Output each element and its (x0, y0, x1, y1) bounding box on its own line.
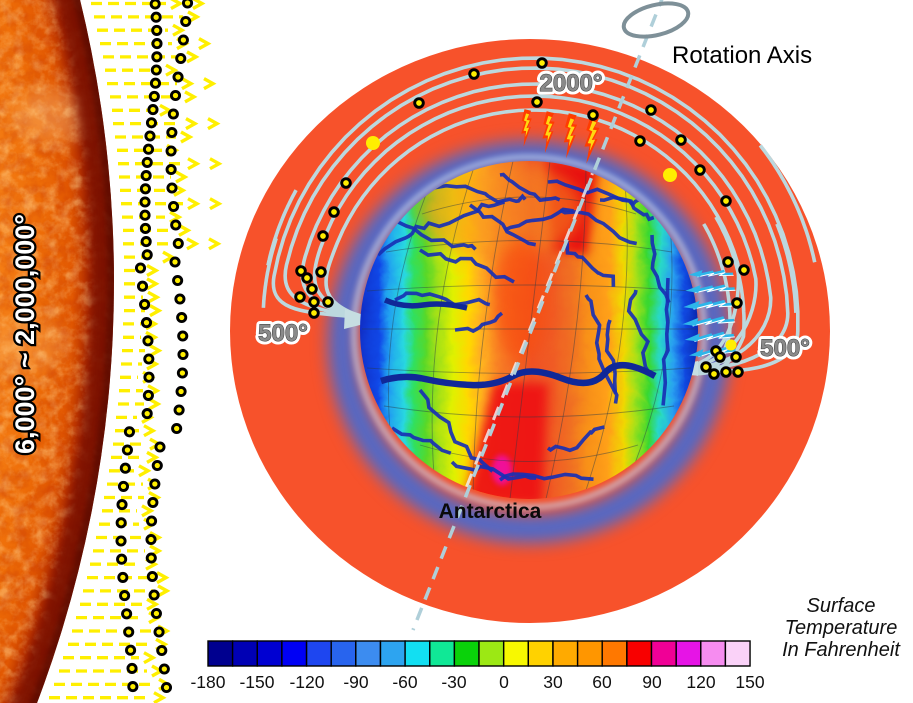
svg-text:2000°: 2000° (540, 70, 603, 97)
svg-text:-120: -120 (289, 672, 324, 692)
svg-text:2000°: 2000° (540, 70, 603, 97)
svg-text:Antarctica: Antarctica (439, 500, 542, 523)
svg-text:60: 60 (592, 672, 612, 692)
svg-text:150: 150 (735, 672, 764, 692)
svg-text:90: 90 (642, 672, 662, 692)
svg-text:500°: 500° (258, 320, 308, 347)
svg-text:500°: 500° (760, 335, 810, 362)
svg-text:6,000° ~ 2,000,000°: 6,000° ~ 2,000,000° (10, 214, 40, 454)
svg-text:500°: 500° (760, 335, 810, 362)
svg-text:-90: -90 (343, 672, 369, 692)
svg-text:Temperature: Temperature (785, 617, 898, 639)
svg-text:-180: -180 (190, 672, 225, 692)
svg-text:In Fahrenheit: In Fahrenheit (782, 639, 901, 661)
svg-text:30: 30 (543, 672, 563, 692)
svg-text:0: 0 (499, 672, 509, 692)
svg-text:Rotation Axis: Rotation Axis (672, 42, 812, 69)
svg-text:-30: -30 (441, 672, 467, 692)
svg-text:500°: 500° (258, 320, 308, 347)
svg-text:-150: -150 (239, 672, 274, 692)
svg-text:120: 120 (686, 672, 715, 692)
svg-text:Surface: Surface (807, 595, 876, 617)
svg-text:-60: -60 (392, 672, 418, 692)
